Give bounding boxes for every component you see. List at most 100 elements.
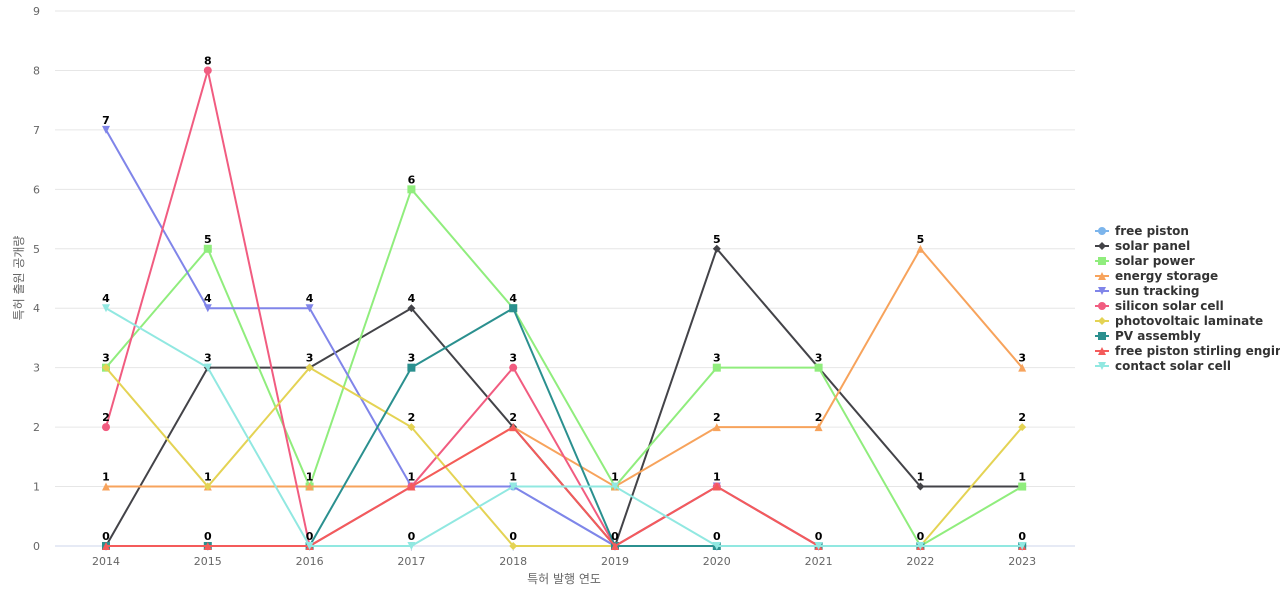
data-point[interactable] [203, 542, 212, 550]
y-tick-label: 0 [33, 540, 40, 553]
y-tick-label: 9 [33, 5, 40, 18]
data-label: 3 [1018, 352, 1026, 365]
data-point[interactable] [611, 482, 619, 491]
data-point[interactable] [203, 363, 212, 372]
legend-label: solar panel [1115, 239, 1190, 253]
legend-item[interactable]: free piston [1095, 224, 1189, 238]
data-label: 1 [917, 471, 925, 484]
data-point[interactable] [1018, 482, 1027, 491]
legend-marker [1098, 257, 1106, 265]
data-point[interactable] [102, 542, 110, 550]
data-point[interactable] [814, 363, 823, 372]
legend-item[interactable]: energy storage [1095, 269, 1218, 283]
data-label: 0 [306, 530, 314, 543]
legend-item[interactable]: silicon solar cell [1095, 299, 1224, 313]
data-point[interactable] [203, 482, 212, 491]
data-label: 1 [102, 471, 110, 484]
legend-marker [1098, 347, 1106, 355]
data-point[interactable] [814, 423, 823, 432]
data-label: 2 [815, 411, 823, 424]
y-tick-label: 6 [33, 183, 40, 196]
data-point[interactable] [814, 542, 823, 550]
data-label: 1 [1018, 471, 1026, 484]
data-labels: 7432108543104310643210432101053210320510… [102, 54, 1026, 543]
legend-item[interactable]: contact solar cell [1095, 359, 1231, 373]
x-tick-label: 2017 [397, 555, 425, 568]
data-point[interactable] [509, 482, 518, 491]
x-tick-label: 2018 [499, 555, 527, 568]
data-point[interactable] [102, 363, 110, 372]
data-label: 4 [509, 292, 517, 305]
data-point[interactable] [305, 363, 314, 372]
y-tick-label: 2 [33, 421, 40, 434]
legend-marker [1098, 272, 1106, 280]
legend-marker [1098, 362, 1106, 370]
data-label: 2 [408, 411, 416, 424]
y-tick-label: 4 [33, 302, 40, 315]
x-axis-title: 특허 발행 연도 [527, 571, 601, 586]
data-point[interactable] [305, 304, 314, 313]
data-label: 4 [306, 292, 314, 305]
series-group [102, 66, 1027, 550]
data-label: 0 [611, 530, 619, 543]
data-point[interactable] [305, 482, 314, 491]
legend-item[interactable]: free piston stirling engine [1095, 344, 1280, 358]
data-label: 4 [204, 292, 212, 305]
legend-label: PV assembly [1115, 329, 1201, 343]
data-label: 0 [713, 530, 721, 543]
data-point[interactable] [712, 482, 721, 491]
data-point[interactable] [611, 542, 619, 550]
legend-item[interactable]: solar power [1095, 254, 1195, 268]
data-point[interactable] [509, 304, 518, 313]
data-label: 0 [917, 530, 925, 543]
data-point[interactable] [712, 244, 721, 253]
series-line [105, 307, 1023, 547]
data-point[interactable] [102, 304, 110, 313]
data-point[interactable] [102, 482, 110, 491]
data-label: 7 [102, 114, 110, 127]
data-point[interactable] [712, 423, 721, 432]
data-point[interactable] [916, 482, 925, 491]
data-point[interactable] [509, 363, 518, 372]
data-label: 3 [509, 352, 517, 365]
data-point[interactable] [1018, 542, 1027, 550]
legend-item[interactable]: sun tracking [1095, 284, 1200, 298]
data-point[interactable] [407, 185, 416, 194]
data-point[interactable] [1018, 423, 1027, 432]
data-point[interactable] [509, 542, 518, 550]
data-label: 8 [204, 54, 212, 67]
x-tick-label: 2016 [296, 555, 324, 568]
data-point[interactable] [203, 304, 212, 313]
data-point[interactable] [203, 66, 212, 75]
data-label: 0 [204, 530, 212, 543]
data-point[interactable] [407, 542, 416, 550]
series-contact-solar-cell[interactable] [102, 304, 1027, 550]
data-label: 2 [102, 411, 110, 424]
data-point[interactable] [203, 244, 212, 253]
data-point[interactable] [1018, 363, 1027, 372]
data-point[interactable] [407, 363, 416, 372]
data-point[interactable] [102, 125, 110, 134]
legend-item[interactable]: photovoltaic laminate [1095, 314, 1263, 328]
legend-marker [1098, 287, 1106, 295]
data-label: 2 [509, 411, 517, 424]
legend-item[interactable]: solar panel [1095, 239, 1190, 253]
data-point[interactable] [407, 482, 416, 491]
data-point[interactable] [712, 363, 721, 372]
x-tick-label: 2023 [1008, 555, 1036, 568]
data-point[interactable] [916, 542, 925, 550]
legend-label: free piston [1115, 224, 1189, 238]
data-point[interactable] [407, 304, 416, 313]
data-point[interactable] [305, 542, 314, 550]
data-point[interactable] [712, 542, 721, 550]
data-label: 1 [509, 471, 517, 484]
data-point[interactable] [102, 423, 110, 432]
data-label: 3 [306, 352, 314, 365]
data-point[interactable] [509, 423, 518, 432]
legend-item[interactable]: PV assembly [1095, 329, 1201, 343]
data-point[interactable] [407, 423, 416, 432]
data-point[interactable] [916, 244, 925, 253]
